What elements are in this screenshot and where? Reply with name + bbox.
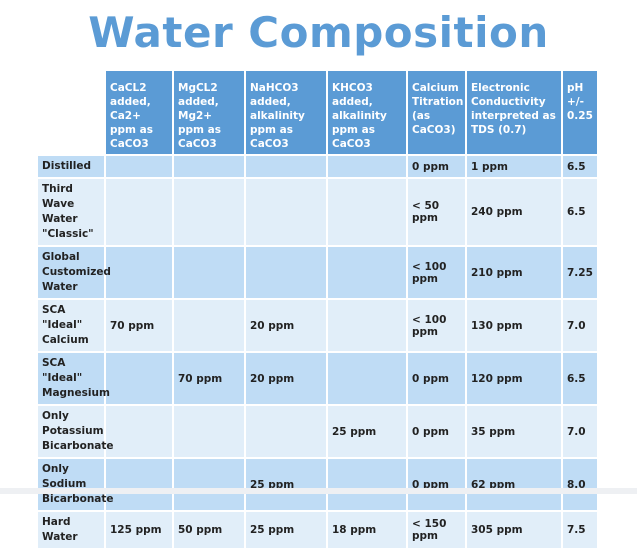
table-cell: 7.0: [563, 300, 597, 351]
header-mgcl2: MgCL2 added, Mg2+ ppm as CaCO3: [174, 71, 244, 154]
header-calcium-titration: Calcium Titration (as CaCO3): [408, 71, 465, 154]
header-ph: pH +/- 0.25: [563, 71, 597, 154]
row-label: Only Potassium Bicarbonate: [38, 406, 114, 457]
table-cell: 70 ppm: [174, 353, 244, 404]
table-cell: 0 ppm: [408, 156, 465, 177]
row-label: SCA "Ideal" Calcium: [38, 300, 104, 351]
table-cell: [174, 300, 244, 351]
table-cell: 7.0: [563, 406, 597, 457]
table-cell: [328, 179, 406, 245]
table-cell: 1 ppm: [467, 156, 561, 177]
table-cell: [174, 406, 244, 457]
table-cell: [106, 406, 172, 457]
table-row: Distilled 0 ppm 1 ppm 6.5: [38, 156, 597, 177]
table-cell: 240 ppm: [467, 179, 561, 245]
row-label: SCA "Ideal" Magnesium: [38, 353, 110, 404]
table-cell: [174, 156, 244, 177]
header-khco3: KHCO3 added, alkalinity ppm as CaCO3: [328, 71, 406, 154]
table-cell: [106, 247, 172, 298]
table-cell: 7.25: [563, 247, 597, 298]
header-conductivity: Electronic Conductivity interpreted as T…: [467, 71, 561, 154]
table-cell: 8.0: [563, 459, 597, 510]
table-cell: 20 ppm: [246, 300, 326, 351]
header-row: CaCL2 added, Ca2+ ppm as CaCO3 MgCL2 add…: [38, 71, 597, 154]
table-cell: [246, 247, 326, 298]
table-cell: 50 ppm: [174, 512, 244, 548]
table-cell: 62 ppm: [467, 459, 561, 510]
table-cell: [174, 459, 244, 510]
table-cell: 35 ppm: [467, 406, 561, 457]
table-cell: [106, 156, 172, 177]
table-cell: 130 ppm: [467, 300, 561, 351]
table-cell: [328, 247, 406, 298]
table-row: Only Sodium Bicarbonate 25 ppm 0 ppm 62 …: [38, 459, 597, 510]
table-cell: 18 ppm: [328, 512, 406, 548]
table-cell: [246, 179, 326, 245]
table-row: Third Wave Water "Classic" < 50 ppm 240 …: [38, 179, 597, 245]
page-title: Water Composition: [88, 8, 549, 57]
table-cell: 25 ppm: [246, 512, 326, 548]
row-label: Hard Water: [38, 512, 104, 548]
table-cell: [246, 406, 326, 457]
table-row: Hard Water 125 ppm 50 ppm 25 ppm 18 ppm …: [38, 512, 597, 548]
table-cell: 7.5: [563, 512, 597, 548]
table-cell: < 150 ppm: [408, 512, 465, 548]
row-label: Only Sodium Bicarbonate: [38, 459, 114, 510]
header-corner: [38, 71, 104, 154]
table-row: Only Potassium Bicarbonate 25 ppm 0 ppm …: [38, 406, 597, 457]
table-cell: 25 ppm: [328, 406, 406, 457]
table-cell: 20 ppm: [246, 353, 326, 404]
table-cell: < 100 ppm: [408, 247, 465, 298]
table-cell: < 50 ppm: [408, 179, 465, 245]
header-cacl2: CaCL2 added, Ca2+ ppm as CaCO3: [106, 71, 172, 154]
table-cell: [328, 156, 406, 177]
table-cell: 6.5: [563, 353, 597, 404]
table-cell: < 100 ppm: [408, 300, 465, 351]
table-row: SCA "Ideal" Calcium 70 ppm 20 ppm < 100 …: [38, 300, 597, 351]
table-cell: 125 ppm: [106, 512, 172, 548]
water-composition-table: CaCL2 added, Ca2+ ppm as CaCO3 MgCL2 add…: [36, 69, 599, 550]
table-cell: 210 ppm: [467, 247, 561, 298]
row-label: Third Wave Water "Classic": [38, 179, 104, 245]
table-cell: [106, 459, 172, 510]
row-label: Distilled: [38, 156, 104, 177]
table-cell: [106, 179, 172, 245]
table-cell: [174, 179, 244, 245]
table-cell: 6.5: [563, 179, 597, 245]
table-cell: 0 ppm: [408, 353, 465, 404]
table-cell: 70 ppm: [106, 300, 172, 351]
table-cell: [106, 353, 172, 404]
header-nahco3: NaHCO3 added, alkalinity ppm as CaCO3: [246, 71, 326, 154]
table-cell: [174, 247, 244, 298]
bottom-bar: [0, 488, 637, 494]
row-label: Global Customized Water: [38, 247, 111, 298]
table-cell: 305 ppm: [467, 512, 561, 548]
table-cell: [328, 353, 406, 404]
table-cell: [328, 300, 406, 351]
table-cell: [328, 459, 406, 510]
table-cell: 120 ppm: [467, 353, 561, 404]
table-cell: 0 ppm: [408, 459, 465, 510]
table-cell: 25 ppm: [246, 459, 326, 510]
table-cell: 0 ppm: [408, 406, 465, 457]
table-cell: [246, 156, 326, 177]
table-cell: 6.5: [563, 156, 597, 177]
table-row: Global Customized Water < 100 ppm 210 pp…: [38, 247, 597, 298]
table-row: SCA "Ideal" Magnesium 70 ppm 20 ppm 0 pp…: [38, 353, 597, 404]
